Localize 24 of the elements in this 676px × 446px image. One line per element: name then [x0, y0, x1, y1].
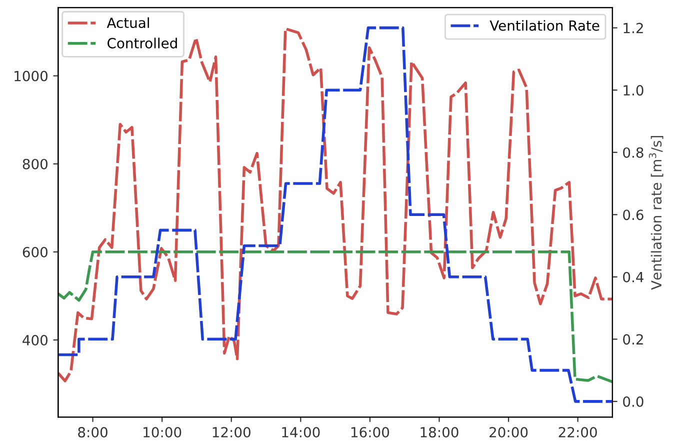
y2-tick-label: 1.0: [624, 85, 644, 96]
y2-tick-label: 0.4: [623, 272, 644, 282]
x-tick-label: 16:00: [351, 426, 390, 438]
y-tick-label: 600: [22, 246, 48, 258]
legend-label: Controlled: [108, 38, 177, 48]
x-tick-label: 22:00: [558, 426, 597, 438]
y2-tick-label: 0.8: [623, 147, 644, 158]
x-tick-label: 12:00: [212, 426, 250, 438]
y2-tick-label: 1.2: [624, 22, 643, 34]
legend-label: Actual: [106, 17, 149, 28]
x-tick-label: 20:00: [490, 426, 528, 438]
line-series: [58, 250, 612, 384]
x-tick-label: 14:00: [282, 426, 320, 438]
y2-tick-label: 0.6: [623, 210, 644, 220]
legend-label: Ventilation Rate: [490, 20, 600, 31]
x-tick-label: 18:00: [420, 426, 458, 438]
x-tick-label: 10:00: [144, 426, 182, 438]
y-tick-label: 800: [22, 158, 48, 170]
y-tick-label: 1000: [14, 70, 48, 82]
x-tick-label: 8:00: [78, 426, 108, 438]
y2-tick-label: 0.0: [623, 396, 644, 407]
y-tick-label: 400: [22, 334, 48, 346]
y2-tick-label: 0.2: [623, 334, 643, 345]
y2-axis-title: Ventilation rate [m$^{3}$/s]: [648, 136, 664, 290]
